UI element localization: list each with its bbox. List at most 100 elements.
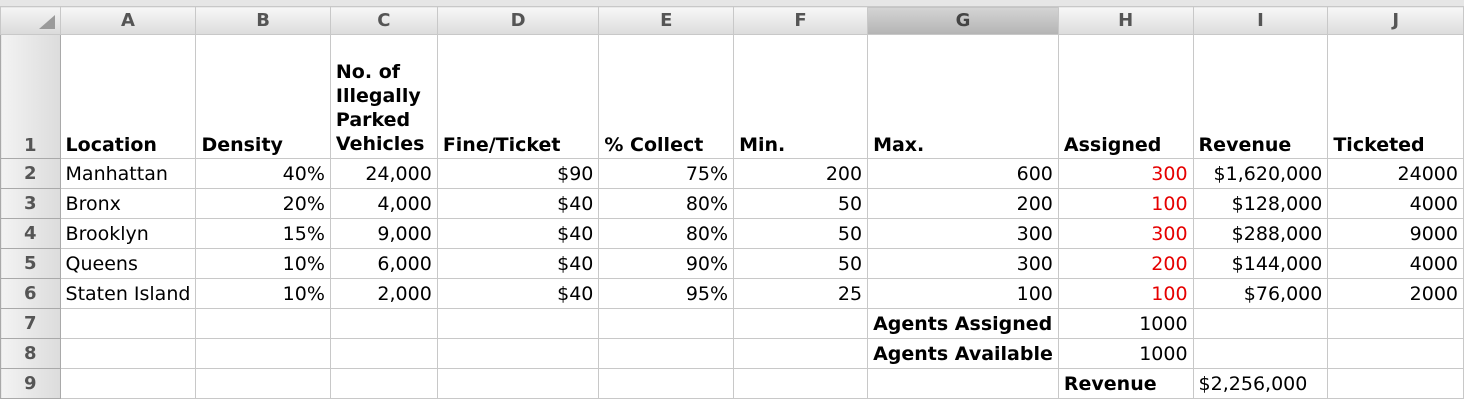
empty-cell[interactable] — [195, 308, 331, 339]
empty-cell[interactable] — [1327, 368, 1464, 399]
cell-min[interactable]: 50 — [733, 218, 869, 249]
cell-assigned[interactable]: 100 — [1057, 278, 1194, 309]
row-header-7[interactable]: 7 — [0, 308, 61, 339]
empty-cell[interactable] — [1192, 308, 1329, 339]
cell-location[interactable]: Staten Island — [59, 278, 197, 309]
column-header-i[interactable]: I — [1192, 6, 1329, 35]
row-header-5[interactable]: 5 — [0, 248, 61, 279]
empty-cell[interactable] — [436, 368, 600, 399]
cell-min[interactable]: 200 — [733, 158, 869, 189]
agents-assigned-value[interactable]: 1000 — [1057, 308, 1194, 339]
empty-cell[interactable] — [436, 338, 600, 369]
empty-cell[interactable] — [733, 308, 869, 339]
cell-d1-fine-header[interactable]: Fine/Ticket — [436, 34, 600, 159]
row-header-4[interactable]: 4 — [0, 218, 61, 249]
empty-cell[interactable] — [733, 368, 869, 399]
empty-cell[interactable] — [598, 368, 735, 399]
column-header-b[interactable]: B — [195, 6, 331, 35]
row-header-2[interactable]: 2 — [0, 158, 61, 189]
cell-assigned[interactable]: 100 — [1057, 188, 1194, 219]
row-header-3[interactable]: 3 — [0, 188, 61, 219]
cell-ticketed[interactable]: 4000 — [1327, 188, 1464, 219]
cell-location[interactable]: Brooklyn — [59, 218, 197, 249]
row-header-1[interactable]: 1 — [0, 34, 61, 159]
column-header-a[interactable]: A — [59, 6, 197, 35]
column-header-g[interactable]: G — [867, 6, 1059, 35]
empty-cell[interactable] — [59, 338, 197, 369]
select-all-corner[interactable] — [0, 6, 61, 35]
agents-assigned-label[interactable]: Agents Assigned — [867, 308, 1059, 339]
cell-i1-revenue-header[interactable]: Revenue — [1192, 34, 1329, 159]
total-revenue-label[interactable]: Revenue — [1057, 368, 1194, 399]
total-revenue-value[interactable]: $2,256,000 — [1192, 368, 1329, 399]
cell-assigned[interactable]: 300 — [1057, 218, 1194, 249]
cell-collect[interactable]: 80% — [598, 188, 735, 219]
cell-ticketed[interactable]: 24000 — [1327, 158, 1464, 189]
cell-revenue[interactable]: $144,000 — [1192, 248, 1329, 279]
empty-cell[interactable] — [329, 308, 438, 339]
empty-cell[interactable] — [1192, 338, 1329, 369]
cell-fine[interactable]: $40 — [436, 188, 600, 219]
cell-e1-collect-header[interactable]: % Collect — [598, 34, 735, 159]
empty-cell[interactable] — [1327, 338, 1464, 369]
cell-revenue[interactable]: $128,000 — [1192, 188, 1329, 219]
cell-j1-ticketed-header[interactable]: Ticketed — [1327, 34, 1464, 159]
cell-density[interactable]: 20% — [195, 188, 331, 219]
row-header-6[interactable]: 6 — [0, 278, 61, 309]
cell-max[interactable]: 600 — [867, 158, 1059, 189]
cell-fine[interactable]: $40 — [436, 278, 600, 309]
cell-vehicles[interactable]: 9,000 — [329, 218, 438, 249]
cell-ticketed[interactable]: 4000 — [1327, 248, 1464, 279]
empty-cell[interactable] — [867, 368, 1059, 399]
column-header-j[interactable]: J — [1327, 6, 1464, 35]
cell-assigned[interactable]: 200 — [1057, 248, 1194, 279]
cell-vehicles[interactable]: 6,000 — [329, 248, 438, 279]
empty-cell[interactable] — [59, 308, 197, 339]
cell-revenue[interactable]: $76,000 — [1192, 278, 1329, 309]
cell-density[interactable]: 40% — [195, 158, 331, 189]
empty-cell[interactable] — [733, 338, 869, 369]
cell-ticketed[interactable]: 9000 — [1327, 218, 1464, 249]
cell-max[interactable]: 200 — [867, 188, 1059, 219]
cell-h1-assigned-header[interactable]: Assigned — [1057, 34, 1194, 159]
empty-cell[interactable] — [195, 338, 331, 369]
cell-revenue[interactable]: $1,620,000 — [1192, 158, 1329, 189]
cell-vehicles[interactable]: 4,000 — [329, 188, 438, 219]
cell-max[interactable]: 100 — [867, 278, 1059, 309]
cell-density[interactable]: 15% — [195, 218, 331, 249]
cell-min[interactable]: 50 — [733, 188, 869, 219]
column-header-e[interactable]: E — [598, 6, 735, 35]
cell-location[interactable]: Bronx — [59, 188, 197, 219]
cell-min[interactable]: 25 — [733, 278, 869, 309]
empty-cell[interactable] — [329, 368, 438, 399]
cell-density[interactable]: 10% — [195, 248, 331, 279]
empty-cell[interactable] — [59, 368, 197, 399]
cell-ticketed[interactable]: 2000 — [1327, 278, 1464, 309]
cell-collect[interactable]: 90% — [598, 248, 735, 279]
cell-min[interactable]: 50 — [733, 248, 869, 279]
column-header-c[interactable]: C — [329, 6, 438, 35]
cell-max[interactable]: 300 — [867, 218, 1059, 249]
cell-fine[interactable]: $40 — [436, 218, 600, 249]
empty-cell[interactable] — [1327, 308, 1464, 339]
empty-cell[interactable] — [329, 338, 438, 369]
cell-vehicles[interactable]: 2,000 — [329, 278, 438, 309]
cell-max[interactable]: 300 — [867, 248, 1059, 279]
column-header-h[interactable]: H — [1057, 6, 1194, 35]
cell-location[interactable]: Queens — [59, 248, 197, 279]
cell-f1-min-header[interactable]: Min. — [733, 34, 869, 159]
cell-g1-max-header[interactable]: Max. — [867, 34, 1059, 159]
empty-cell[interactable] — [598, 308, 735, 339]
cell-b1-density-header[interactable]: Density — [195, 34, 331, 159]
cell-collect[interactable]: 80% — [598, 218, 735, 249]
cell-collect[interactable]: 75% — [598, 158, 735, 189]
cell-c1-vehicles-header[interactable]: No. of Illegally Parked Vehicles — [329, 34, 438, 159]
agents-available-value[interactable]: 1000 — [1057, 338, 1194, 369]
agents-available-label[interactable]: Agents Available — [867, 338, 1059, 369]
row-header-9[interactable]: 9 — [0, 368, 61, 399]
cell-location[interactable]: Manhattan — [59, 158, 197, 189]
cell-revenue[interactable]: $288,000 — [1192, 218, 1329, 249]
empty-cell[interactable] — [598, 338, 735, 369]
cell-a1-location-header[interactable]: Location — [59, 34, 197, 159]
empty-cell[interactable] — [195, 368, 331, 399]
